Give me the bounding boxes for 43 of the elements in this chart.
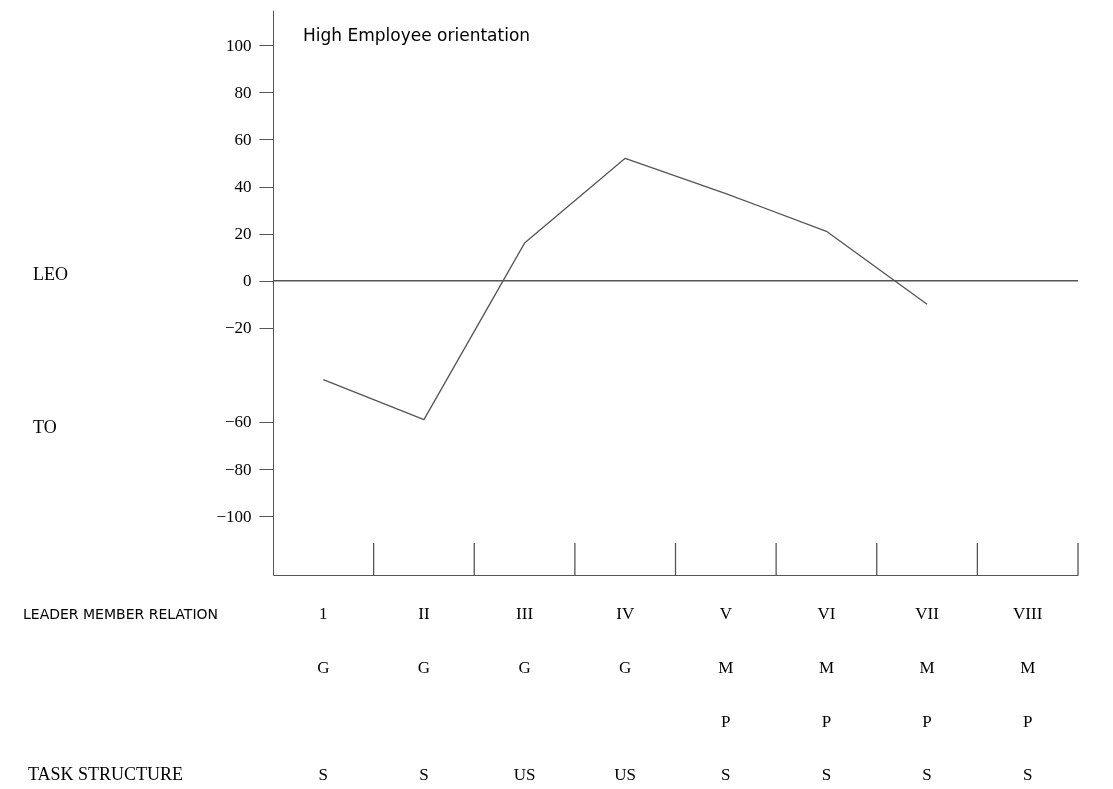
y-tick-label: −60 [224,412,252,432]
text: M [1020,658,1036,677]
x-tick-label: VII [915,603,940,623]
y-tick-label: 0 [243,271,252,291]
y-tick-label: −80 [224,459,252,479]
x-tick-label: V [719,603,733,623]
text: G [317,658,330,677]
text: S [318,765,329,784]
y-tick-label: 20 [234,224,252,244]
text: G [619,658,632,677]
x-tick-label: II [418,603,430,623]
x-tick-label: IV [616,603,635,623]
x-tick-label: III [516,603,534,623]
annotation: High Employee orientation [303,25,531,45]
text: M [818,658,834,677]
y-tick-label: 100 [226,35,252,55]
text: S [721,765,731,784]
y-tick-label: −100 [216,506,252,526]
text: M [718,658,734,677]
text: S [821,765,832,784]
y-tick-label: 80 [234,82,252,102]
y-tick-label: 40 [234,177,252,197]
text: TO [33,417,57,437]
text: S [922,765,932,784]
text: S [1022,765,1033,784]
text: S [419,765,429,784]
text: G [518,658,531,677]
text: P [922,712,932,731]
text: P [721,712,731,731]
text: US [513,765,536,784]
y-tick-label: −20 [224,318,252,338]
x-tick-label: VIII [1013,603,1043,623]
x-tick-label: VI [817,603,836,623]
text: M [919,658,935,677]
text: US [614,765,637,784]
x-tick-label: 1 [319,603,328,623]
text: LEADER MEMBER RELATION [23,606,219,622]
text: P [821,712,832,731]
text: G [417,658,431,677]
text: TASK STRUCTURE [28,764,184,784]
text: LEO [33,264,68,284]
y-tick-label: 60 [234,129,252,149]
text: P [1022,712,1033,731]
